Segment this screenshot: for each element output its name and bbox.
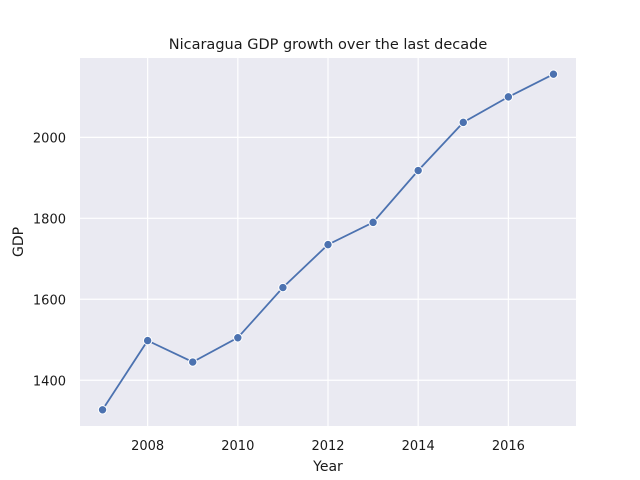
y-axis-label: GDP <box>11 227 27 257</box>
data-point-2008 <box>142 335 153 346</box>
x-tick-label: 2008 <box>131 439 164 454</box>
y-gridlines <box>80 136 576 381</box>
data-points <box>97 69 559 415</box>
x-tick-labels: 2008 2010 2012 2014 2016 <box>131 439 525 454</box>
data-point-2017 <box>548 69 559 79</box>
y-tick-label: 1800 <box>33 212 66 227</box>
x-axis-label: Year <box>312 459 343 475</box>
chart-title: Nicaragua GDP growth over the last decad… <box>169 37 488 53</box>
data-point-2013 <box>368 217 378 228</box>
y-tick-labels: 1400 1600 1800 2000 <box>33 131 66 389</box>
y-tick-label: 1600 <box>33 293 66 308</box>
data-point-2010 <box>233 333 243 343</box>
y-tick-label: 1400 <box>33 374 66 389</box>
x-tick-label: 2012 <box>311 439 344 454</box>
data-point-2016 <box>503 92 514 102</box>
data-point-2015 <box>458 117 468 128</box>
x-tick-label: 2014 <box>402 439 435 454</box>
data-point-2014 <box>413 165 423 176</box>
x-tick-label: 2010 <box>221 439 254 454</box>
data-point-2009 <box>188 357 198 367</box>
x-tick-label: 2016 <box>492 439 525 454</box>
y-tick-label: 2000 <box>33 131 66 146</box>
data-point-2011 <box>278 282 288 293</box>
data-point-2012 <box>323 239 333 250</box>
data-point-2007 <box>97 405 108 415</box>
